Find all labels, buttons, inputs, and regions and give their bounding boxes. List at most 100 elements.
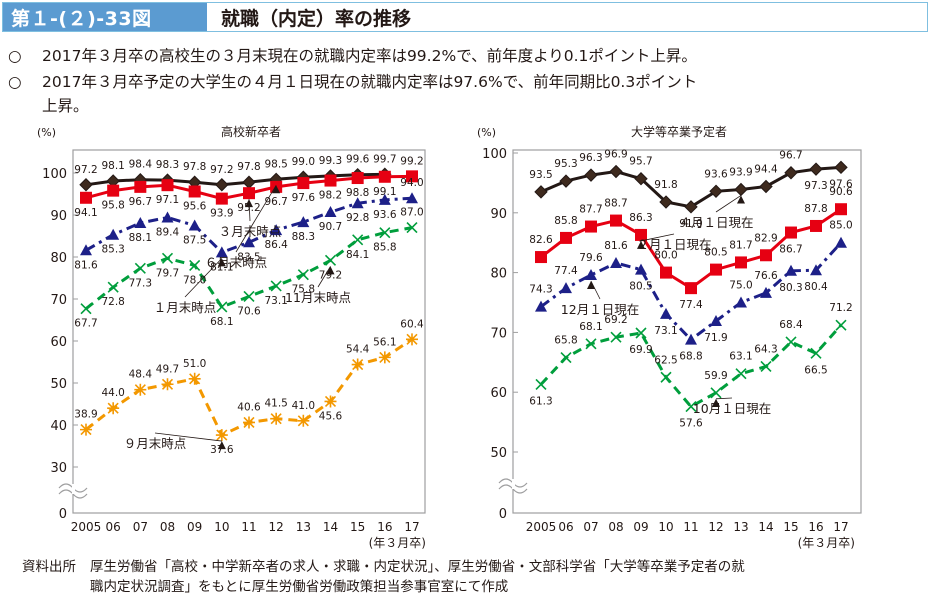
triangle-marker bbox=[710, 315, 722, 327]
data-label: 96.7 bbox=[129, 196, 152, 208]
square-marker bbox=[810, 219, 822, 232]
data-label: 64.3 bbox=[754, 343, 777, 355]
x-tick-label: 17 bbox=[404, 520, 419, 534]
arrowhead-icon bbox=[272, 185, 281, 194]
y-tick-label: 80 bbox=[490, 267, 507, 282]
x-marker bbox=[660, 371, 672, 383]
data-label: 79.6 bbox=[579, 252, 603, 264]
data-label: 68.1 bbox=[579, 321, 602, 333]
diamond-marker bbox=[242, 175, 256, 189]
data-label: 48.4 bbox=[129, 369, 153, 381]
data-label: 80.3 bbox=[779, 282, 802, 294]
square-marker bbox=[710, 263, 722, 276]
data-label: 74.3 bbox=[529, 284, 552, 296]
data-label: 86.7 bbox=[779, 244, 802, 256]
annotation: 12月１日現在 bbox=[561, 280, 639, 317]
data-label: 79.7 bbox=[156, 267, 179, 279]
square-marker bbox=[585, 220, 597, 233]
x-tick-label: 09 bbox=[187, 520, 202, 534]
diamond-marker bbox=[634, 172, 648, 186]
x-tick-label: 16 bbox=[377, 520, 392, 534]
annotation-arrow bbox=[235, 185, 277, 253]
data-label: 98.5 bbox=[264, 158, 287, 170]
data-label: 62.5 bbox=[654, 354, 677, 366]
series-4: 38.9 44.0 48.4 49.7 51.0 37.6 40.6 41.5 41.0 45.6… bbox=[74, 318, 424, 456]
data-label: 97.2 bbox=[74, 164, 97, 176]
data-label: 96.9 bbox=[604, 149, 627, 161]
data-label: 85.0 bbox=[829, 220, 852, 232]
data-label: 81.6 bbox=[74, 259, 98, 271]
triangle-marker bbox=[378, 193, 391, 205]
data-label: 44.0 bbox=[101, 387, 124, 399]
data-label: 93.6 bbox=[373, 209, 397, 221]
data-label: 73.1 bbox=[264, 295, 287, 307]
y-tick-label: 90 bbox=[490, 207, 507, 222]
annotation-arrow bbox=[154, 432, 222, 442]
asterisk-marker bbox=[188, 372, 201, 385]
y-tick-label: 80 bbox=[50, 251, 67, 266]
data-label: 75.8 bbox=[292, 284, 315, 296]
series-0: 93.595.3 96.3 96.995.791.8 91.0 93.6 93.9 94.4… bbox=[529, 149, 853, 230]
x-marker bbox=[189, 259, 201, 271]
data-label: 85.8 bbox=[373, 242, 396, 254]
data-label: 76.6 bbox=[754, 270, 778, 282]
x-marker bbox=[161, 252, 174, 264]
y-tick-label: 0 bbox=[499, 507, 507, 522]
data-label: 93.6 bbox=[704, 168, 728, 180]
x-axis-label: (年３月卒) bbox=[798, 536, 855, 550]
bullet-2: ○ 2017年３月卒予定の大学生の４月１日現在の就職内定率は97.6%で、前年同期… bbox=[8, 72, 697, 93]
triangle-marker bbox=[406, 192, 418, 204]
y-tick-label: 70 bbox=[490, 326, 507, 341]
data-label: 85.3 bbox=[101, 244, 124, 256]
square-marker bbox=[188, 185, 201, 198]
data-label: 99.0 bbox=[292, 156, 315, 168]
break-gap bbox=[512, 479, 515, 489]
x-tick-label: 10 bbox=[214, 520, 229, 534]
data-label: 96.3 bbox=[579, 152, 602, 164]
bullet-marker: ○ bbox=[8, 73, 22, 91]
data-label: 69.2 bbox=[604, 314, 627, 326]
square-marker bbox=[378, 170, 391, 183]
source-line-2: 職内定状況調査」をもとに厚生労働省労働政策担当参事官室にて作成 bbox=[90, 579, 509, 595]
data-label: 85.8 bbox=[554, 215, 577, 227]
square-marker bbox=[107, 184, 120, 197]
annotation-label: 12月１日現在 bbox=[561, 302, 639, 317]
annotation-label: ６月末時点 bbox=[205, 255, 268, 270]
square-marker bbox=[215, 192, 228, 205]
annotation: 10月１日現在 bbox=[693, 397, 771, 416]
y-tick-label: 50 bbox=[50, 377, 67, 392]
source-label: 資料出所 bbox=[22, 559, 76, 575]
annotation-label: 10月１日現在 bbox=[693, 401, 771, 416]
bullet-text: 2017年３月卒の高校生の３月末現在の就職内定率は99.2%で、前年度より0.1… bbox=[42, 47, 697, 65]
diamond-marker bbox=[734, 182, 748, 197]
triangle-marker bbox=[610, 257, 622, 269]
x-tick-label: 14 bbox=[323, 520, 338, 534]
annotation-label: ４月１日現在 bbox=[678, 215, 753, 230]
x-marker bbox=[735, 368, 747, 380]
data-label: 97.3 bbox=[804, 180, 827, 192]
data-label: 98.4 bbox=[129, 159, 153, 171]
arrowhead-icon bbox=[637, 240, 645, 249]
square-marker bbox=[685, 282, 697, 295]
asterisk-marker bbox=[107, 402, 120, 415]
asterisk-marker bbox=[406, 333, 418, 346]
data-label: 83.5 bbox=[237, 251, 260, 263]
diamond-marker bbox=[809, 162, 823, 176]
data-label: 81.7 bbox=[729, 239, 752, 251]
data-label: 63.1 bbox=[729, 351, 752, 363]
annotation-label: 11月末時点 bbox=[285, 290, 351, 305]
annotation-arrow bbox=[715, 397, 733, 400]
data-label: 97.2 bbox=[210, 164, 233, 176]
plot-frame bbox=[72, 149, 426, 514]
arrowhead-icon bbox=[737, 195, 745, 204]
asterisk-marker bbox=[351, 358, 364, 371]
x-tick-label: 06 bbox=[106, 520, 121, 534]
asterisk-marker bbox=[378, 351, 391, 364]
square-marker bbox=[297, 177, 310, 190]
diamond-marker bbox=[684, 200, 698, 214]
square-marker bbox=[134, 180, 147, 193]
y-unit-label: (%) bbox=[37, 126, 56, 139]
x-marker bbox=[379, 227, 391, 239]
annotation-label: ９月末時点 bbox=[124, 436, 187, 451]
asterisk-marker bbox=[243, 416, 255, 429]
